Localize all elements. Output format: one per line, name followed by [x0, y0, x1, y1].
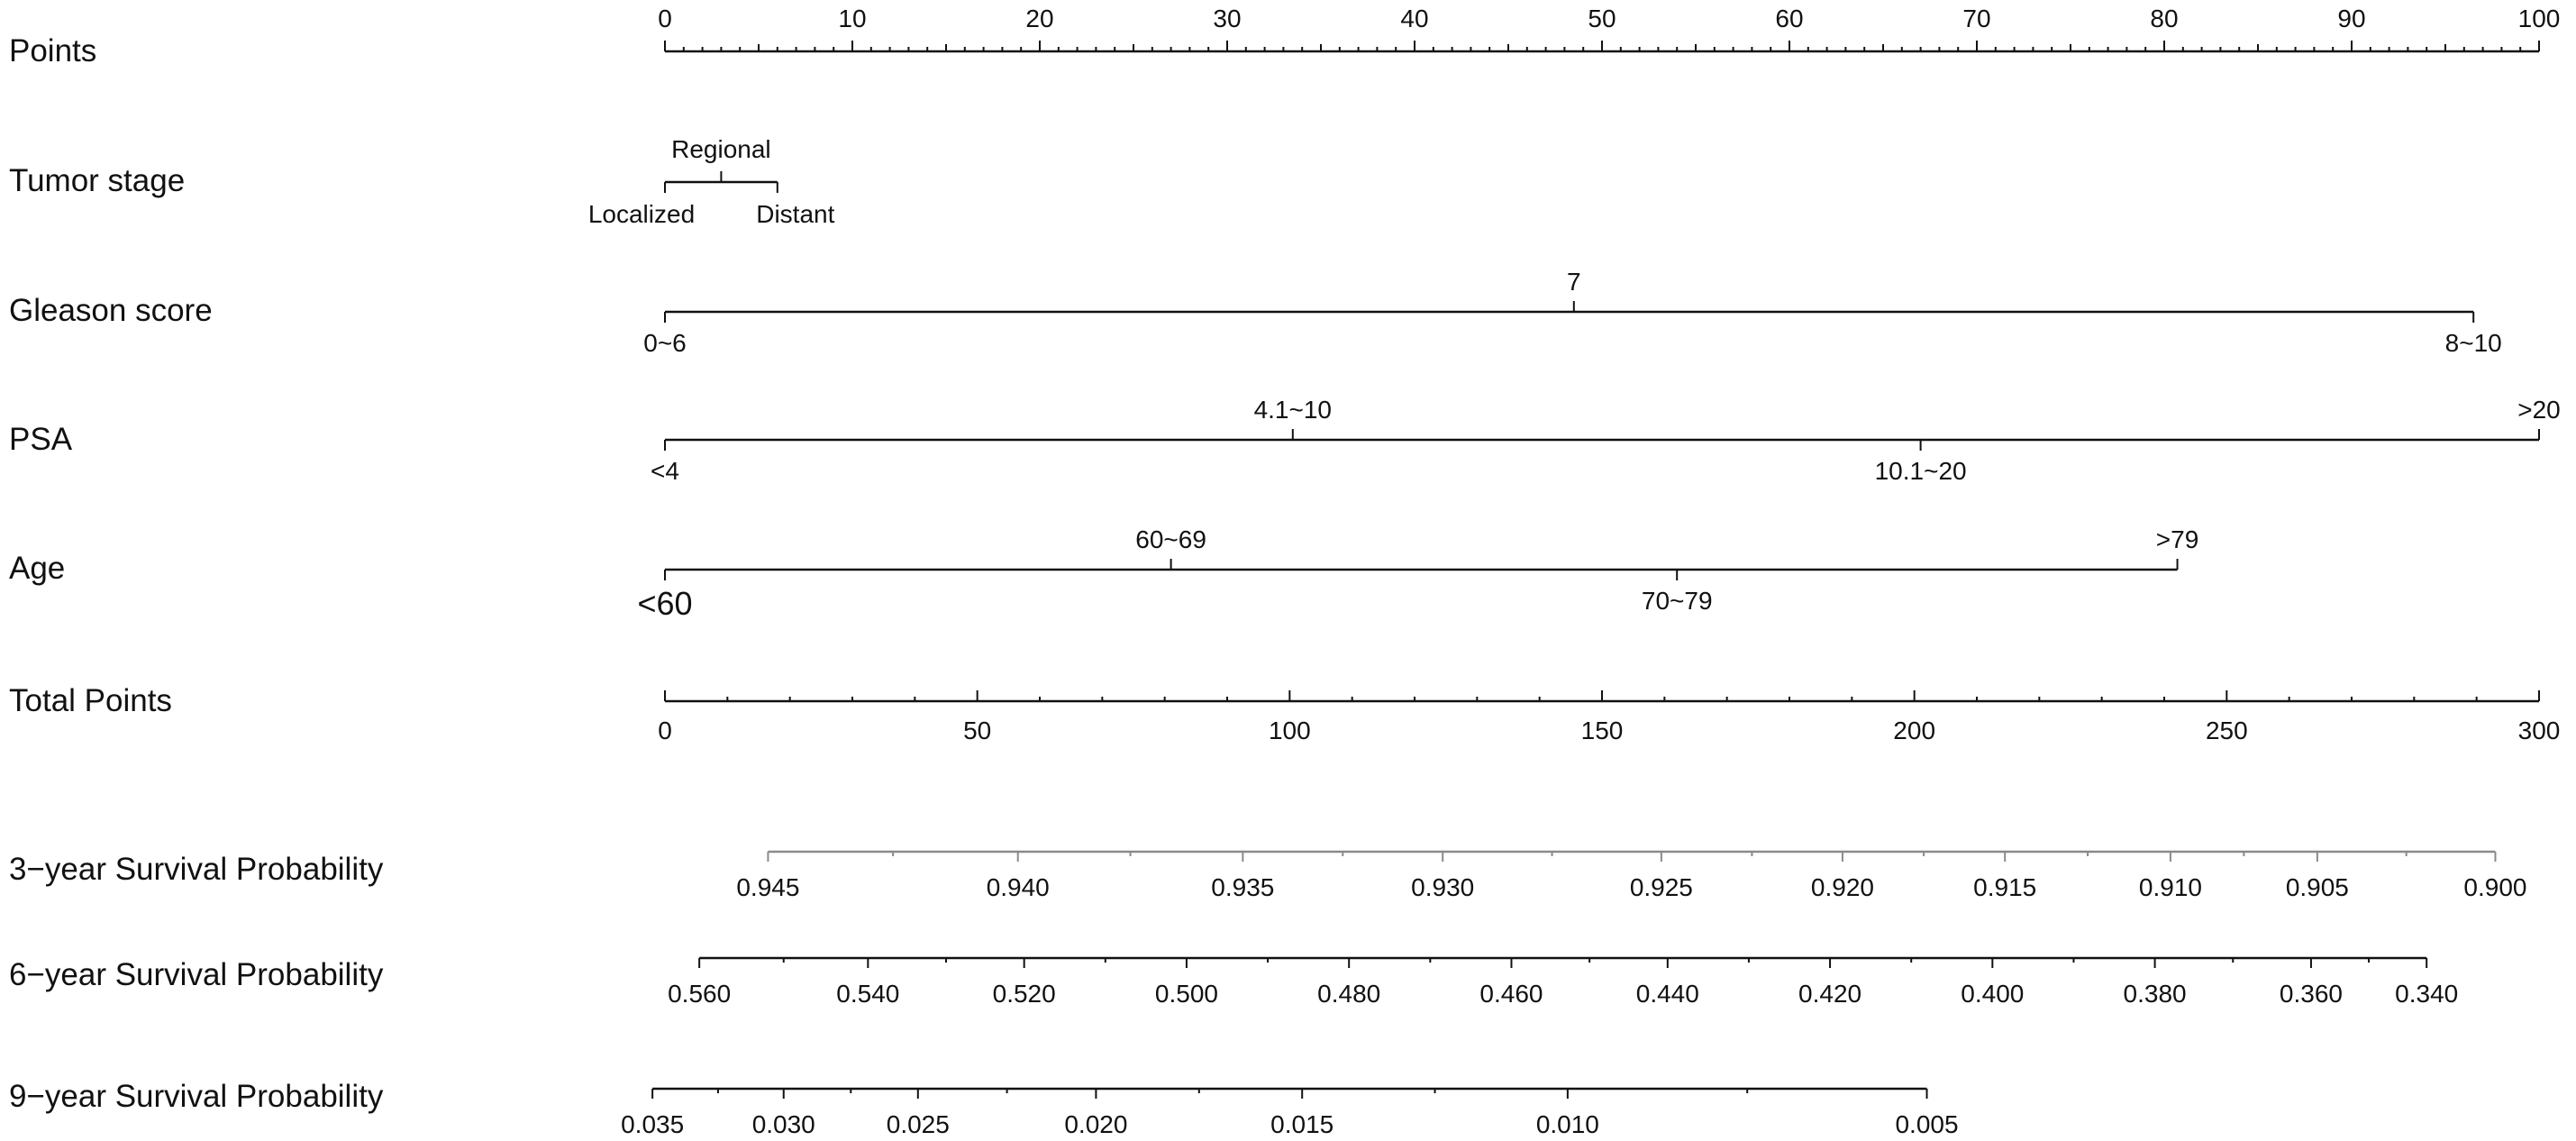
survival-6y-tick-label: 0.340 — [2395, 980, 2458, 1008]
row-gleason-score: 0~6 7 8~10 — [643, 268, 2501, 357]
age-category-label: 60~69 — [1135, 525, 1206, 553]
tumor-stage-category-label: Distant — [756, 200, 834, 228]
gleason-score-category-label: 0~6 — [643, 329, 687, 357]
row-label-total-points: Total Points — [9, 683, 172, 718]
psa-category-label: 10.1~20 — [1875, 457, 1967, 485]
survival-9y-tick-label: 0.035 — [621, 1110, 684, 1138]
row-age: <60 60~69 70~79 >79 — [637, 525, 2198, 622]
survival-3y-tick-label: 0.920 — [1811, 873, 1874, 901]
survival-9y-tick-label: 0.020 — [1064, 1110, 1127, 1138]
points-tick-label: 20 — [1025, 5, 1053, 32]
age-category-label: >79 — [2156, 525, 2199, 553]
survival-3y-tick-label: 0.935 — [1211, 873, 1274, 901]
nomogram-axes: 0 10 20 30 40 50 60 70 80 90 100LocalizedRegionalD… — [588, 5, 2561, 1138]
row-label-survival-9y: 9−year Survival Probability — [9, 1079, 384, 1114]
tumor-stage-category-label: Regional — [671, 135, 771, 163]
row-points: 0 10 20 30 40 50 60 70 80 90 100 — [658, 5, 2561, 53]
row-label-gleason-score: Gleason score — [9, 293, 213, 328]
points-tick-label: 60 — [1775, 5, 1803, 32]
points-tick-label: 0 — [658, 5, 672, 32]
points-tick-label: 100 — [2518, 5, 2561, 32]
survival-3y-tick-label: 0.910 — [2139, 873, 2202, 901]
row-total-points: 0 50 100 150 200 250 300 — [658, 690, 2560, 744]
survival-6y-tick-label: 0.440 — [1636, 980, 1699, 1008]
total-points-tick-label: 50 — [963, 717, 991, 744]
survival-3y-tick-label: 0.930 — [1411, 873, 1474, 901]
survival-6y-tick-label: 0.560 — [668, 980, 731, 1008]
row-label-survival-3y: 3−year Survival Probability — [9, 852, 384, 887]
points-tick-label: 10 — [838, 5, 866, 32]
total-points-tick-label: 200 — [1893, 717, 1935, 744]
row-survival-6y: 0.560 0.540 0.520 0.500 0.480 0.460 0.440 0.420… — [668, 956, 2458, 1008]
row-psa: <4 4.1~10 10.1~20 >20 — [651, 396, 2561, 485]
tumor-stage-category-label: Localized — [588, 200, 695, 228]
survival-3y-tick-label: 0.915 — [1973, 873, 2036, 901]
gleason-score-category-label: 8~10 — [2445, 329, 2502, 357]
survival-9y-tick-label: 0.030 — [752, 1110, 815, 1138]
survival-9y-tick-label: 0.025 — [887, 1110, 950, 1138]
age-category-label: <60 — [637, 585, 692, 622]
survival-6y-tick-label: 0.520 — [993, 980, 1056, 1008]
survival-3y-tick-label: 0.925 — [1630, 873, 1693, 901]
survival-9y-tick-label: 0.005 — [1895, 1110, 1958, 1138]
total-points-tick-label: 250 — [2206, 717, 2248, 744]
total-points-tick-label: 300 — [2518, 717, 2561, 744]
row-label-survival-6y: 6−year Survival Probability — [9, 957, 384, 992]
points-tick-label: 90 — [2337, 5, 2365, 32]
row-tumor-stage: Localized Regional Distant — [588, 135, 835, 228]
total-points-tick-label: 150 — [1581, 717, 1624, 744]
age-category-label: 70~79 — [1642, 587, 1713, 615]
survival-3y-tick-label: 0.905 — [2286, 873, 2349, 901]
psa-category-label: >20 — [2517, 396, 2561, 424]
survival-6y-tick-label: 0.380 — [2124, 980, 2187, 1008]
psa-category-label: <4 — [651, 457, 679, 485]
points-tick-label: 70 — [1962, 5, 1990, 32]
total-points-tick-label: 0 — [658, 717, 672, 744]
row-labels: Points Tumor stage Gleason score PSA Age Tota… — [9, 33, 384, 1114]
psa-category-label: 4.1~10 — [1254, 396, 1332, 424]
survival-6y-tick-label: 0.460 — [1479, 980, 1543, 1008]
survival-3y-tick-label: 0.945 — [736, 873, 799, 901]
row-label-tumor-stage: Tumor stage — [9, 163, 185, 198]
points-tick-label: 80 — [2150, 5, 2178, 32]
survival-6y-tick-label: 0.540 — [836, 980, 899, 1008]
gleason-score-category-label: 7 — [1567, 268, 1581, 296]
survival-6y-tick-label: 0.400 — [1961, 980, 2024, 1008]
survival-6y-tick-label: 0.360 — [2280, 980, 2343, 1008]
survival-9y-tick-label: 0.010 — [1536, 1110, 1599, 1138]
points-tick-label: 50 — [1588, 5, 1616, 32]
row-label-age: Age — [9, 551, 65, 586]
survival-6y-tick-label: 0.480 — [1317, 980, 1380, 1008]
total-points-tick-label: 100 — [1269, 717, 1311, 744]
points-tick-label: 40 — [1400, 5, 1428, 32]
row-label-psa: PSA — [9, 422, 73, 457]
row-label-points: Points — [9, 33, 96, 68]
survival-3y-tick-label: 0.900 — [2463, 873, 2526, 901]
points-tick-label: 30 — [1213, 5, 1241, 32]
survival-9y-tick-label: 0.015 — [1270, 1110, 1334, 1138]
row-survival-9y: 0.035 0.030 0.025 0.020 0.015 0.010 0.005 — [621, 1087, 1959, 1138]
survival-3y-tick-label: 0.940 — [987, 873, 1050, 901]
survival-6y-tick-label: 0.420 — [1798, 980, 1861, 1008]
survival-6y-tick-label: 0.500 — [1155, 980, 1218, 1008]
row-survival-3y: 0.945 0.940 0.935 0.930 0.925 0.920 0.915 0.910… — [736, 850, 2527, 901]
